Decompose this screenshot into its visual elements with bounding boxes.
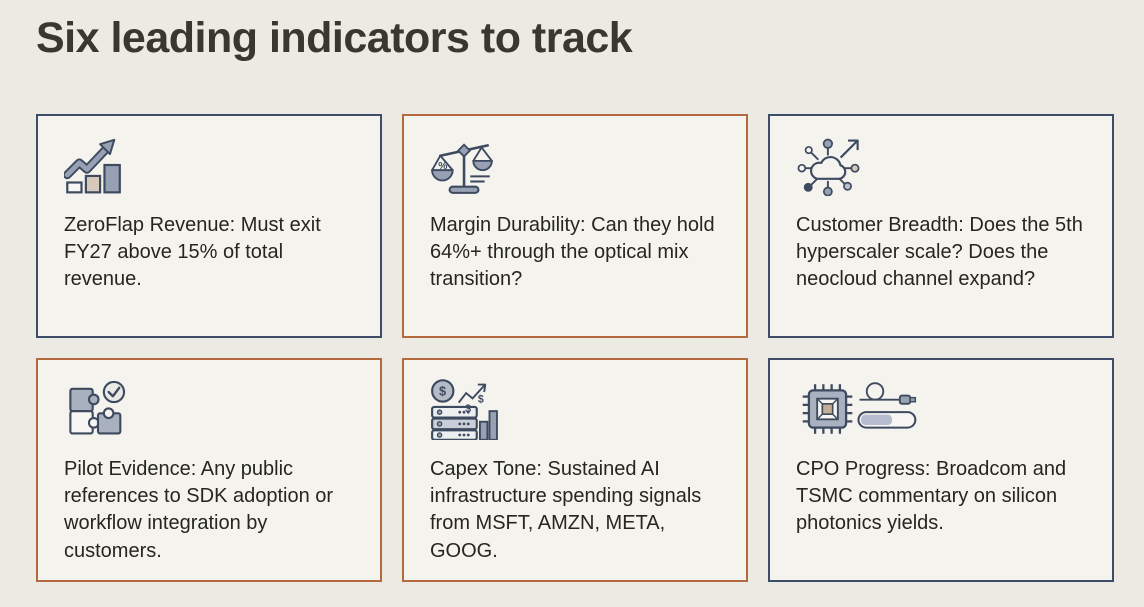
card-customer-breadth: Customer Breadth: Does the 5th hyperscal… [768,114,1114,338]
card-zeroflap-revenue: ZeroFlap Revenue: Must exit FY27 above 1… [36,114,382,338]
balance-scale-icon: % [430,134,722,198]
dollar-glyph: $ [439,384,446,399]
card-cpo-progress: CPO Progress: Broadcom and TSMC commenta… [768,358,1114,582]
card-pilot-evidence: Pilot Evidence: Any public references to… [36,358,382,582]
dollar-glyph-small: $ [478,394,484,406]
card-margin-durability: % Margin Durability: Can they hold 64%+ … [402,114,748,338]
puzzle-check-icon [64,378,356,442]
dollar-glyph-small: $ [465,403,471,415]
page-title: Six leading indicators to track [36,14,633,62]
card-capex-tone: $ $ $ Capex Tone: Sustained AI infrastru… [402,358,748,582]
percent-glyph: % [438,161,447,172]
cpo-chip-icon [796,378,1088,442]
growth-chart-icon [64,134,356,198]
card-text: CPO Progress: Broadcom and TSMC commenta… [796,458,1067,535]
slide: Six leading indicators to track ZeroFlap… [0,14,1144,607]
card-text: Pilot Evidence: Any public references to… [64,458,334,562]
card-text: Margin Durability: Can they hold 64%+ th… [430,214,715,291]
card-text: ZeroFlap Revenue: Must exit FY27 above 1… [64,214,321,291]
cloud-network-icon [796,134,1088,198]
capex-server-icon: $ $ $ [430,378,722,442]
card-text: Customer Breadth: Does the 5th hyperscal… [796,214,1083,291]
indicator-grid: ZeroFlap Revenue: Must exit FY27 above 1… [36,114,1114,582]
card-text: Capex Tone: Sustained AI infrastructure … [430,458,702,562]
